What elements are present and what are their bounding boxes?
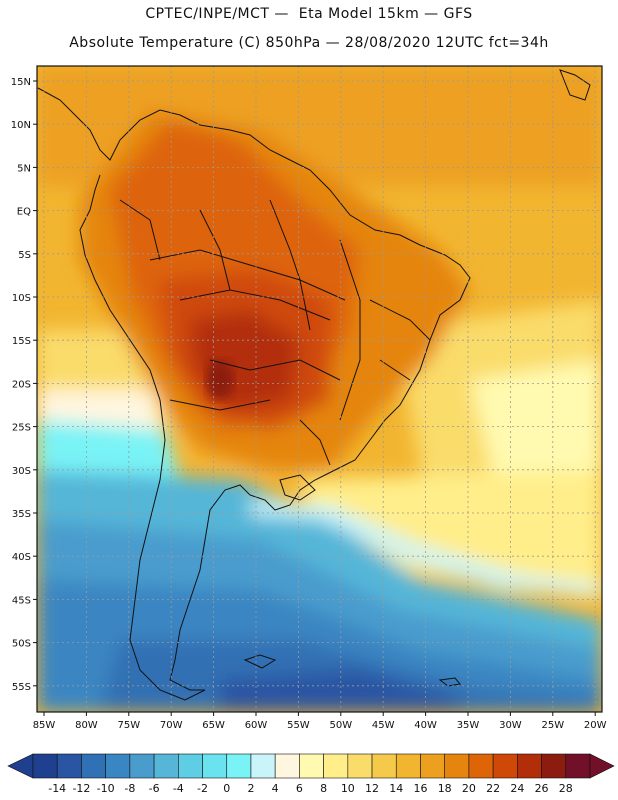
- lat-label: 20S: [12, 379, 31, 390]
- colorbar-label: -4: [173, 782, 184, 795]
- lon-label: 55W: [287, 720, 310, 731]
- lon-label: 80W: [75, 720, 98, 731]
- lon-label: 30W: [499, 720, 522, 731]
- colorbar-label: -8: [124, 782, 135, 795]
- colorbar-label: 18: [438, 782, 452, 795]
- chart-title-line2: Absolute Temperature (C) 850hPa — 28/08/…: [69, 35, 549, 51]
- lon-label: 25W: [541, 720, 564, 731]
- temperature-field: [37, 66, 602, 712]
- colorbar-segment: [226, 753, 252, 779]
- colorbar-label: -2: [197, 782, 208, 795]
- colorbar-segment: [492, 753, 518, 779]
- colorbar-segment: [299, 753, 324, 779]
- lon-label: 35W: [457, 720, 480, 731]
- lon-label: 85W: [33, 720, 56, 731]
- lat-label: 10S: [12, 293, 31, 304]
- colorbar-segment: [274, 753, 300, 779]
- gridlines: [37, 66, 602, 712]
- lat-label: 30S: [12, 466, 31, 477]
- lat-label: 45S: [12, 595, 31, 606]
- colorbar-label: -12: [72, 782, 90, 795]
- colorbar-label: 0: [223, 782, 230, 795]
- colorbar-segment: [565, 753, 591, 779]
- colorbar-label: 22: [486, 782, 500, 795]
- colorbar-segment: [32, 753, 58, 779]
- colorbar-segment: [153, 753, 179, 779]
- colorbar-arrow-high: [589, 753, 615, 779]
- colorbar-segment: [347, 753, 373, 779]
- lat-label: 5N: [17, 163, 31, 174]
- latitude-labels: 15N 10N 5N EQ 5S 10S 15S 20S 25S 30S 35S 40S 45S 50S 5…: [11, 77, 37, 693]
- lat-label: 35S: [12, 509, 31, 520]
- colorbar-label: 14: [389, 782, 403, 795]
- colorbar-label: -10: [97, 782, 115, 795]
- colorbar-segment: [105, 753, 131, 779]
- lon-label: 65W: [202, 720, 225, 731]
- lat-label: 55S: [12, 682, 31, 693]
- colorbar-label: 10: [341, 782, 355, 795]
- chart-title-line1: CPTEC/INPE/MCT — Eta Model 15km — GFS: [145, 6, 473, 22]
- colorbar-label: -6: [149, 782, 160, 795]
- lat-label: 5S: [18, 250, 31, 261]
- colorbar-segment: [129, 753, 155, 779]
- lat-label: 10N: [11, 120, 31, 131]
- longitude-labels: 85W 80W 75W 70W 65W 60W 55W 50W 45W 40W 35W 30W 25W 2…: [33, 712, 607, 731]
- lat-label: 15N: [11, 77, 31, 88]
- lon-label: 70W: [160, 720, 183, 731]
- colorbar-label: 24: [510, 782, 524, 795]
- colorbar-label: 26: [535, 782, 549, 795]
- colorbar-segment: [395, 753, 421, 779]
- lon-label: 45W: [372, 720, 395, 731]
- colorbar-segment: [444, 753, 470, 779]
- colorbar-label: -14: [48, 782, 66, 795]
- lat-label: 25S: [12, 423, 31, 434]
- colorbar-label: 28: [559, 782, 573, 795]
- colorbar-label: 4: [272, 782, 279, 795]
- colorbar-segment: [178, 753, 203, 779]
- colorbar-label: 12: [365, 782, 379, 795]
- colorbar-segment: [468, 753, 494, 779]
- lat-label: 50S: [12, 639, 31, 650]
- colorbar-label: 8: [320, 782, 327, 795]
- lon-label: 75W: [117, 720, 140, 731]
- colorbar-label: 20: [462, 782, 476, 795]
- lat-label: 40S: [12, 552, 31, 563]
- colorbar-label: 16: [413, 782, 427, 795]
- colorbar-segment: [323, 753, 349, 779]
- lat-label: EQ: [17, 207, 31, 218]
- colorbar-label: 2: [247, 782, 254, 795]
- colorbar-label: 6: [296, 782, 303, 795]
- lon-label: 20W: [584, 720, 607, 731]
- map-frame: [36, 65, 603, 713]
- colorbar-segment: [371, 753, 397, 779]
- lon-label: 60W: [245, 720, 268, 731]
- lon-label: 50W: [329, 720, 352, 731]
- colorbar-arrow-low: [7, 753, 34, 779]
- colorbar-segment: [56, 753, 82, 779]
- lon-label: 40W: [414, 720, 437, 731]
- colorbar-segment: [250, 753, 276, 779]
- lat-label: 15S: [12, 336, 31, 347]
- colorbar-segment: [541, 753, 567, 779]
- colorbar-segment: [420, 753, 445, 779]
- colorbar-segment: [202, 753, 228, 779]
- colorbar-segment: [81, 753, 106, 779]
- colorbar-segment: [517, 753, 542, 779]
